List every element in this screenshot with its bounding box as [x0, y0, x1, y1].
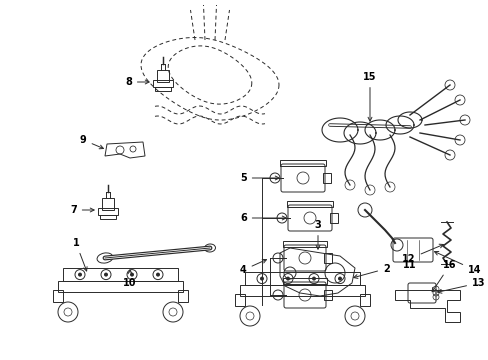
Text: 6: 6 — [240, 213, 285, 223]
Text: 3: 3 — [314, 220, 321, 249]
Bar — [283, 278, 326, 284]
Circle shape — [104, 273, 108, 276]
Circle shape — [337, 276, 341, 280]
Circle shape — [260, 276, 264, 280]
Bar — [155, 87, 171, 91]
Bar — [53, 290, 63, 302]
Bar — [324, 253, 331, 263]
Circle shape — [78, 273, 82, 276]
Bar — [58, 281, 183, 292]
Text: 1: 1 — [73, 238, 87, 271]
Text: 2: 2 — [353, 264, 389, 278]
Bar — [280, 160, 325, 166]
Text: 10: 10 — [123, 270, 137, 288]
Circle shape — [130, 273, 134, 276]
Text: 14: 14 — [434, 251, 481, 275]
Bar — [98, 208, 118, 215]
Bar — [359, 294, 369, 306]
Text: 15: 15 — [363, 72, 376, 121]
Text: 8: 8 — [125, 77, 149, 87]
Circle shape — [285, 276, 289, 280]
Circle shape — [311, 276, 315, 280]
Bar — [178, 290, 187, 302]
Bar — [323, 173, 330, 183]
Bar — [100, 215, 116, 219]
Text: 4: 4 — [240, 260, 266, 275]
Bar — [63, 268, 178, 281]
Bar — [283, 241, 326, 247]
Bar — [324, 290, 331, 300]
Text: 12: 12 — [402, 244, 443, 264]
Bar — [286, 201, 332, 207]
Bar — [153, 80, 173, 87]
Text: 5: 5 — [240, 173, 279, 183]
Bar — [240, 285, 364, 296]
Text: 11: 11 — [403, 260, 416, 270]
Text: 7: 7 — [70, 205, 94, 215]
Bar — [235, 294, 244, 306]
Bar — [102, 198, 114, 210]
Text: 9: 9 — [80, 135, 103, 149]
Text: 13: 13 — [437, 278, 485, 293]
Bar — [244, 272, 359, 285]
Circle shape — [156, 273, 160, 276]
Bar — [157, 70, 169, 82]
Text: 16: 16 — [431, 260, 456, 292]
Bar — [329, 213, 337, 223]
